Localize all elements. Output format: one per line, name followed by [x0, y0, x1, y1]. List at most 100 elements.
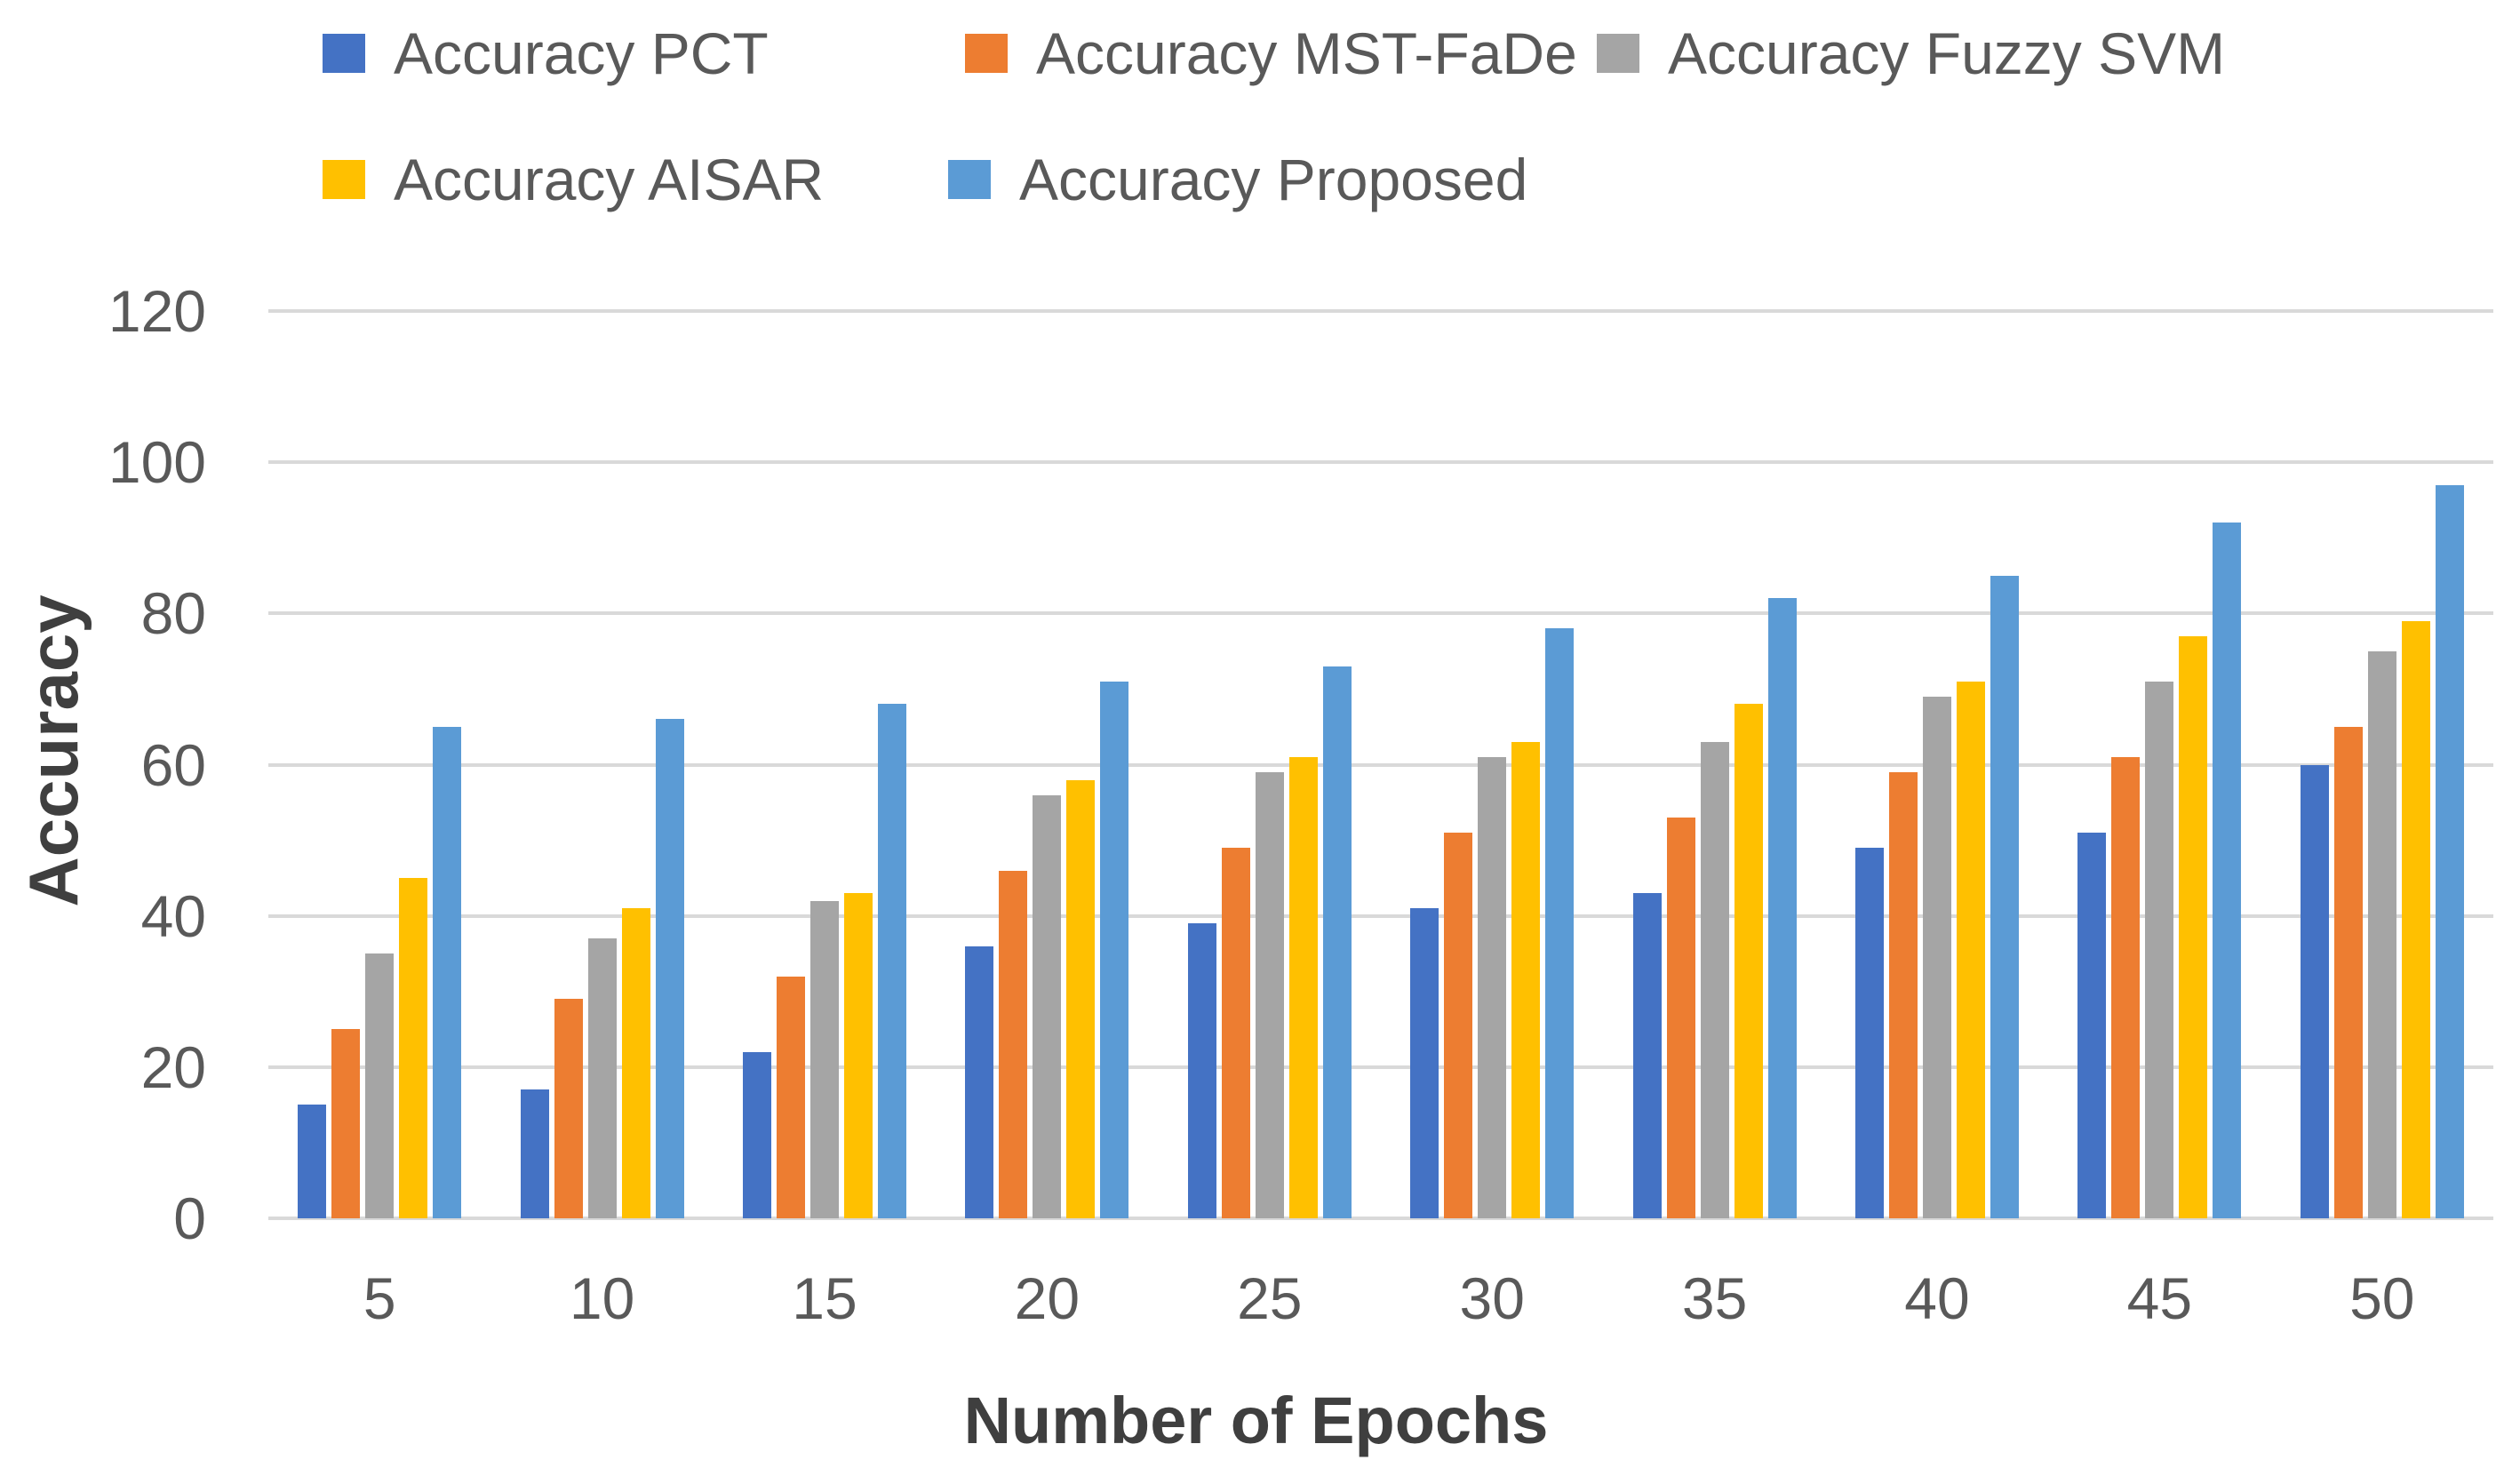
- bar-accuracy-proposed-epoch-45: [2213, 523, 2242, 1218]
- bar-accuracy-fuzzy-svm-epoch-15: [809, 900, 839, 1218]
- bar-accuracy-fuzzy-svm-epoch-5: [365, 953, 395, 1218]
- bar-group-15: [714, 311, 936, 1218]
- x-tick-label-20: 20: [1014, 1265, 1081, 1331]
- bar-accuracy-pct-epoch-50: [2300, 764, 2329, 1218]
- bar-accuracy-pct-epoch-15: [742, 1051, 771, 1218]
- gridline-100: [268, 460, 2493, 465]
- bar-accuracy-pct-epoch-30: [1410, 908, 1439, 1218]
- bar-accuracy-proposed-epoch-50: [2435, 484, 2464, 1218]
- bar-accuracy-aisar-epoch-45: [2179, 635, 2208, 1218]
- gridline-40: [268, 914, 2493, 918]
- bar-accuracy-mst-fade-epoch-15: [776, 976, 805, 1218]
- bar-accuracy-pct-epoch-45: [2077, 833, 2107, 1218]
- legend-swatch-icon-accuracy-aisar: [323, 160, 365, 199]
- bar-accuracy-proposed-epoch-10: [655, 719, 684, 1218]
- bar-accuracy-pct-epoch-25: [1187, 923, 1216, 1218]
- legend-label-accuracy-pct: Accuracy PCT: [394, 20, 769, 86]
- bar-accuracy-fuzzy-svm-epoch-30: [1478, 757, 1507, 1218]
- bar-accuracy-fuzzy-svm-epoch-20: [1033, 794, 1062, 1218]
- bar-group-20: [936, 311, 1158, 1218]
- bar-accuracy-mst-fade-epoch-45: [2111, 757, 2141, 1218]
- x-axis-title: Number of Epochs: [963, 1384, 1549, 1457]
- bar-accuracy-pct-epoch-20: [965, 945, 994, 1218]
- bar-group-50: [2271, 311, 2493, 1218]
- bar-accuracy-aisar-epoch-25: [1288, 757, 1318, 1218]
- x-tick-label-40: 40: [1904, 1265, 1970, 1331]
- bar-group-25: [1159, 311, 1381, 1218]
- bar-group-45: [2048, 311, 2270, 1218]
- gridline-20: [268, 1065, 2493, 1069]
- bar-accuracy-pct-epoch-40: [1854, 848, 1884, 1218]
- legend-label-accuracy-mst-fade: Accuracy MST-FaDe: [1036, 20, 1577, 86]
- bar-group-5: [268, 311, 490, 1218]
- bar-group-35: [1603, 311, 1825, 1218]
- bar-accuracy-aisar-epoch-50: [2401, 620, 2430, 1218]
- y-tick-label-0: 0: [173, 1185, 206, 1251]
- legend-item-accuracy-proposed: Accuracy Proposed: [948, 146, 1527, 213]
- bar-accuracy-mst-fade-epoch-30: [1444, 833, 1473, 1218]
- y-axis-title: Accuracy: [14, 594, 92, 907]
- bar-accuracy-mst-fade-epoch-5: [331, 1029, 361, 1218]
- bar-accuracy-aisar-epoch-5: [399, 878, 428, 1218]
- bar-accuracy-fuzzy-svm-epoch-45: [2145, 681, 2174, 1218]
- y-tick-label-20: 20: [140, 1033, 206, 1100]
- bar-accuracy-pct-epoch-5: [298, 1105, 327, 1218]
- gridline-60: [268, 762, 2493, 767]
- bar-accuracy-fuzzy-svm-epoch-10: [587, 938, 617, 1218]
- gridline-120: [268, 309, 2493, 313]
- gridline-0: [268, 1217, 2493, 1220]
- bar-accuracy-mst-fade-epoch-25: [1221, 848, 1250, 1218]
- x-tick-label-5: 5: [363, 1265, 396, 1331]
- x-tick-label-25: 25: [1237, 1265, 1303, 1331]
- bar-accuracy-pct-epoch-35: [1632, 893, 1662, 1218]
- y-tick-label-60: 60: [140, 731, 206, 798]
- bar-accuracy-aisar-epoch-30: [1511, 741, 1541, 1218]
- bar-accuracy-proposed-epoch-20: [1100, 681, 1129, 1218]
- legend-label-accuracy-fuzzy-svm: Accuracy Fuzzy SVM: [1668, 20, 2226, 86]
- bar-accuracy-fuzzy-svm-epoch-25: [1255, 772, 1284, 1218]
- bar-accuracy-aisar-epoch-35: [1734, 704, 1763, 1218]
- bar-accuracy-proposed-epoch-5: [433, 726, 462, 1218]
- legend-item-accuracy-fuzzy-svm: Accuracy Fuzzy SVM: [1597, 20, 2225, 87]
- bar-group-10: [490, 311, 713, 1218]
- bar-accuracy-proposed-epoch-40: [1990, 575, 2019, 1218]
- bar-accuracy-aisar-epoch-10: [621, 908, 650, 1218]
- y-tick-label-40: 40: [140, 882, 206, 949]
- bar-accuracy-mst-fade-epoch-40: [1888, 772, 1918, 1218]
- y-tick-label-100: 100: [108, 429, 206, 496]
- y-tick-label-120: 120: [108, 278, 206, 344]
- y-tick-label-80: 80: [140, 580, 206, 647]
- x-tick-label-30: 30: [1459, 1265, 1525, 1331]
- x-tick-label-50: 50: [2349, 1265, 2415, 1331]
- bar-accuracy-aisar-epoch-15: [843, 893, 873, 1218]
- bar-accuracy-fuzzy-svm-epoch-35: [1700, 741, 1729, 1218]
- legend-item-accuracy-aisar: Accuracy AISAR: [323, 146, 824, 213]
- legend-swatch-icon-accuracy-pct: [323, 34, 365, 73]
- bar-accuracy-aisar-epoch-20: [1066, 779, 1096, 1218]
- x-tick-label-35: 35: [1681, 1265, 1748, 1331]
- bar-group-40: [1826, 311, 2048, 1218]
- x-tick-label-10: 10: [569, 1265, 635, 1331]
- bar-accuracy-mst-fade-epoch-50: [2333, 726, 2363, 1218]
- bar-accuracy-fuzzy-svm-epoch-40: [1922, 696, 1951, 1218]
- bar-group-30: [1381, 311, 1603, 1218]
- bar-accuracy-proposed-epoch-35: [1767, 598, 1797, 1218]
- legend-item-accuracy-mst-fade: Accuracy MST-FaDe: [965, 20, 1577, 87]
- legend-swatch-icon-accuracy-proposed: [948, 160, 991, 199]
- bar-accuracy-mst-fade-epoch-20: [999, 870, 1028, 1218]
- legend-swatch-icon-accuracy-mst-fade: [965, 34, 1008, 73]
- legend-item-accuracy-pct: Accuracy PCT: [323, 20, 769, 87]
- bar-accuracy-proposed-epoch-15: [877, 704, 906, 1218]
- gridline-80: [268, 611, 2493, 616]
- bar-accuracy-fuzzy-svm-epoch-50: [2367, 650, 2396, 1218]
- bar-accuracy-proposed-epoch-30: [1545, 628, 1575, 1218]
- bar-accuracy-aisar-epoch-40: [1956, 681, 1985, 1218]
- legend-label-accuracy-aisar: Accuracy AISAR: [394, 147, 825, 212]
- bar-accuracy-pct-epoch-10: [520, 1089, 549, 1218]
- bar-accuracy-proposed-epoch-25: [1322, 666, 1352, 1218]
- bar-accuracy-mst-fade-epoch-10: [554, 999, 583, 1218]
- legend-label-accuracy-proposed: Accuracy Proposed: [1019, 147, 1528, 212]
- x-tick-label-45: 45: [2126, 1265, 2193, 1331]
- bar-accuracy-mst-fade-epoch-35: [1666, 818, 1695, 1218]
